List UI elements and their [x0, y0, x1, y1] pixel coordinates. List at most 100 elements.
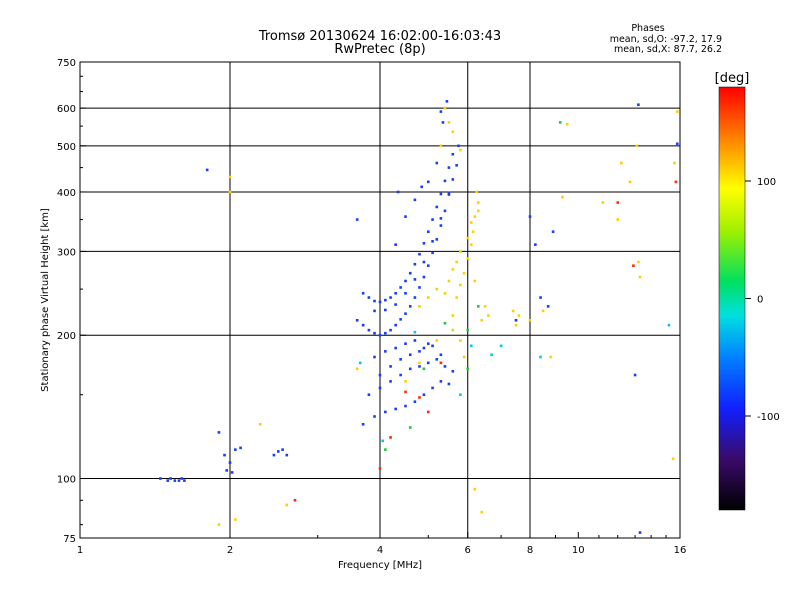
data-point — [499, 344, 503, 348]
data-point — [447, 121, 451, 124]
data-point — [439, 353, 443, 357]
data-point — [565, 122, 569, 126]
data-point — [394, 243, 397, 246]
data-point — [457, 144, 460, 148]
data-point — [361, 291, 365, 295]
data-point — [470, 344, 473, 348]
data-point — [539, 296, 542, 299]
data-point — [404, 390, 407, 394]
data-point — [285, 453, 289, 457]
data-point — [462, 355, 466, 359]
colorbar-label: [deg] — [715, 71, 750, 86]
data-point — [466, 367, 470, 371]
x-axis-ticks: 1 2 4 6 8 10 16 — [77, 532, 686, 556]
colorbar-tick-label: 100 — [757, 177, 776, 188]
data-point — [637, 260, 640, 264]
data-point — [466, 257, 470, 260]
data-point — [285, 503, 289, 507]
data-point — [422, 346, 426, 350]
data-point — [394, 291, 397, 295]
data-point — [381, 439, 384, 443]
data-point — [447, 193, 451, 196]
data-point — [373, 299, 376, 303]
data-point — [384, 308, 387, 312]
data-point — [443, 291, 447, 295]
data-point — [373, 355, 376, 359]
data-point — [435, 205, 439, 209]
data-point — [435, 358, 439, 361]
data-point — [418, 396, 421, 399]
data-point — [470, 243, 473, 246]
legend-line-x: mean, sd,X: 87.7, 26.2 — [614, 44, 722, 55]
data-point — [422, 260, 426, 264]
data-point — [431, 344, 434, 348]
y-tick-label: 400 — [57, 188, 76, 199]
data-point — [399, 373, 402, 377]
data-point — [408, 305, 412, 308]
data-point — [418, 305, 421, 308]
data-point — [413, 339, 417, 342]
data-point — [455, 296, 458, 299]
colorbar-ticks: 100 0 -100 — [745, 177, 780, 423]
data-point — [514, 318, 518, 322]
data-point — [378, 300, 382, 304]
data-point — [435, 287, 439, 291]
colorbar-gradient — [718, 86, 746, 511]
data-point — [355, 318, 359, 322]
data-point — [451, 130, 455, 134]
data-point — [422, 367, 426, 371]
data-point — [394, 407, 397, 411]
data-point — [637, 103, 640, 107]
data-point — [675, 142, 679, 146]
data-point — [466, 236, 470, 240]
data-point — [408, 426, 412, 429]
data-point — [358, 361, 362, 365]
data-point — [462, 271, 466, 275]
data-point — [422, 275, 426, 279]
data-point — [451, 369, 455, 373]
data-point — [173, 479, 177, 482]
data-point — [389, 365, 392, 368]
data-point — [435, 339, 439, 342]
data-point — [435, 161, 439, 165]
data-point — [443, 321, 447, 325]
y-axis-ticks: 75 100 200 300 400 500 600 750 — [57, 58, 86, 545]
data-point — [473, 215, 477, 218]
x-tick-label: 1 — [77, 545, 83, 556]
colorbar-tick-label: 0 — [757, 295, 763, 306]
scatter-points — [159, 100, 679, 534]
data-point — [674, 180, 678, 184]
data-point — [408, 353, 412, 357]
data-point — [234, 448, 237, 451]
data-point — [396, 190, 400, 194]
data-point — [451, 314, 455, 317]
data-point — [638, 275, 642, 279]
data-point — [443, 106, 447, 110]
data-point — [404, 215, 407, 218]
data-point — [431, 240, 434, 243]
data-point — [471, 230, 475, 234]
data-point — [159, 477, 162, 480]
data-point — [459, 148, 462, 152]
data-point — [384, 410, 387, 414]
data-point — [667, 323, 671, 327]
data-point — [378, 467, 382, 470]
data-point — [616, 201, 620, 204]
data-point — [616, 218, 620, 221]
data-point — [389, 436, 392, 439]
data-point — [426, 230, 430, 234]
y-tick-label: 500 — [57, 142, 76, 153]
data-point — [517, 314, 521, 317]
data-point — [439, 144, 443, 148]
data-point — [413, 198, 417, 202]
data-point — [384, 350, 387, 353]
data-point — [459, 250, 462, 253]
y-tick-label: 75 — [63, 534, 76, 545]
data-point — [404, 404, 407, 408]
data-point — [551, 230, 555, 234]
data-point — [205, 168, 209, 172]
data-point — [466, 328, 470, 332]
data-point — [225, 469, 229, 472]
y-tick-label: 750 — [57, 58, 76, 69]
data-point — [180, 477, 184, 480]
